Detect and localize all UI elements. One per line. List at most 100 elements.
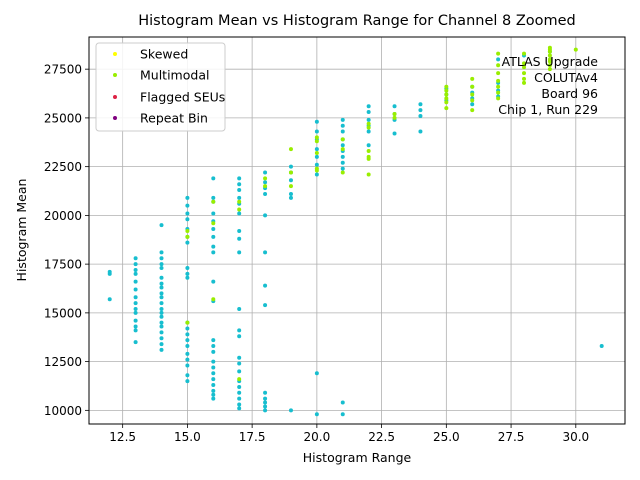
y-tick-label: 12500 [44,355,82,369]
data-point [547,53,552,58]
legend-label-multimodal: Multimodal [140,68,209,83]
data-point [185,357,190,362]
data-point [340,129,345,134]
data-point [211,344,216,349]
data-point [185,344,190,349]
data-point [288,178,293,183]
data-point [107,271,112,276]
legend-item-repeat-bin: Repeat Bin [113,111,208,126]
data-point [340,137,345,142]
data-point [263,408,268,413]
data-point [366,121,371,126]
legend-label-flagged-seus: Flagged SEUs [140,90,225,105]
data-point [314,172,319,177]
legend-item-multimodal: Multimodal [113,68,209,83]
data-point [185,271,190,276]
data-point [288,408,293,413]
data-point [547,63,552,68]
legend-marker-flagged-seus [113,95,117,99]
data-point [133,279,138,284]
data-point [107,297,112,302]
data-point [211,396,216,401]
data-point [263,250,268,255]
data-point [159,295,164,300]
data-point [159,262,164,267]
data-point [522,80,527,85]
data-point [237,396,242,401]
data-point [263,170,268,175]
data-point [211,227,216,232]
data-point [211,383,216,388]
data-point [418,108,423,113]
data-point [237,250,242,255]
data-point [340,412,345,417]
annotation-line-2: COLUTAv4 [534,70,598,85]
x-axis-ticks: 12.5 15.0 17.5 20.0 22.5 25.0 27.5 30.0 [109,424,589,444]
data-point [133,328,138,333]
data-point [237,390,242,395]
data-point [211,250,216,255]
data-point [211,176,216,181]
legend-marker-multimodal [113,73,117,77]
data-point [314,168,319,173]
data-point [314,151,319,156]
data-point [159,301,164,306]
data-point [133,340,138,345]
data-point [392,131,397,136]
legend-marker-skewed [113,52,117,56]
data-point [288,184,293,189]
data-point [522,76,527,81]
data-point [159,266,164,271]
data-point [340,170,345,175]
data-point [237,207,242,212]
data-point [496,63,501,68]
data-point [314,129,319,134]
data-point [237,377,242,382]
data-point [133,324,138,329]
data-point [237,369,242,374]
data-point [314,139,319,144]
data-point [185,351,190,356]
data-point [185,217,190,222]
data-point [547,67,552,72]
data-point [573,47,578,52]
data-point [159,285,164,290]
legend-label-repeat-bin: Repeat Bin [140,111,208,126]
data-point [237,199,242,204]
data-point [185,211,190,216]
data-point [392,115,397,120]
data-point [496,90,501,95]
data-point [159,256,164,261]
legend-label-skewed: Skewed [140,47,188,62]
data-point [211,244,216,249]
data-point [211,221,216,226]
legend-box [95,42,226,132]
data-point [185,379,190,384]
data-point [263,400,268,405]
data-point [340,166,345,171]
y-tick-label: 17500 [44,258,82,272]
data-point [159,330,164,335]
data-point [470,98,475,103]
data-point [263,303,268,308]
data-point [340,143,345,148]
data-point [159,306,164,311]
data-point [314,371,319,376]
data-point [263,213,268,218]
data-point [237,355,242,360]
data-point [237,211,242,216]
data-point [366,125,371,130]
y-tick-label: 20000 [44,209,82,223]
data-point [444,84,449,89]
data-point [418,113,423,118]
data-point [366,149,371,154]
data-point [237,402,242,407]
data-point [444,100,449,105]
data-point [159,291,164,296]
data-point [418,102,423,107]
x-tick-label: 25.0 [433,430,460,444]
data-point [185,326,190,331]
y-tick-label: 15000 [44,306,82,320]
data-point [263,390,268,395]
data-point [159,342,164,347]
